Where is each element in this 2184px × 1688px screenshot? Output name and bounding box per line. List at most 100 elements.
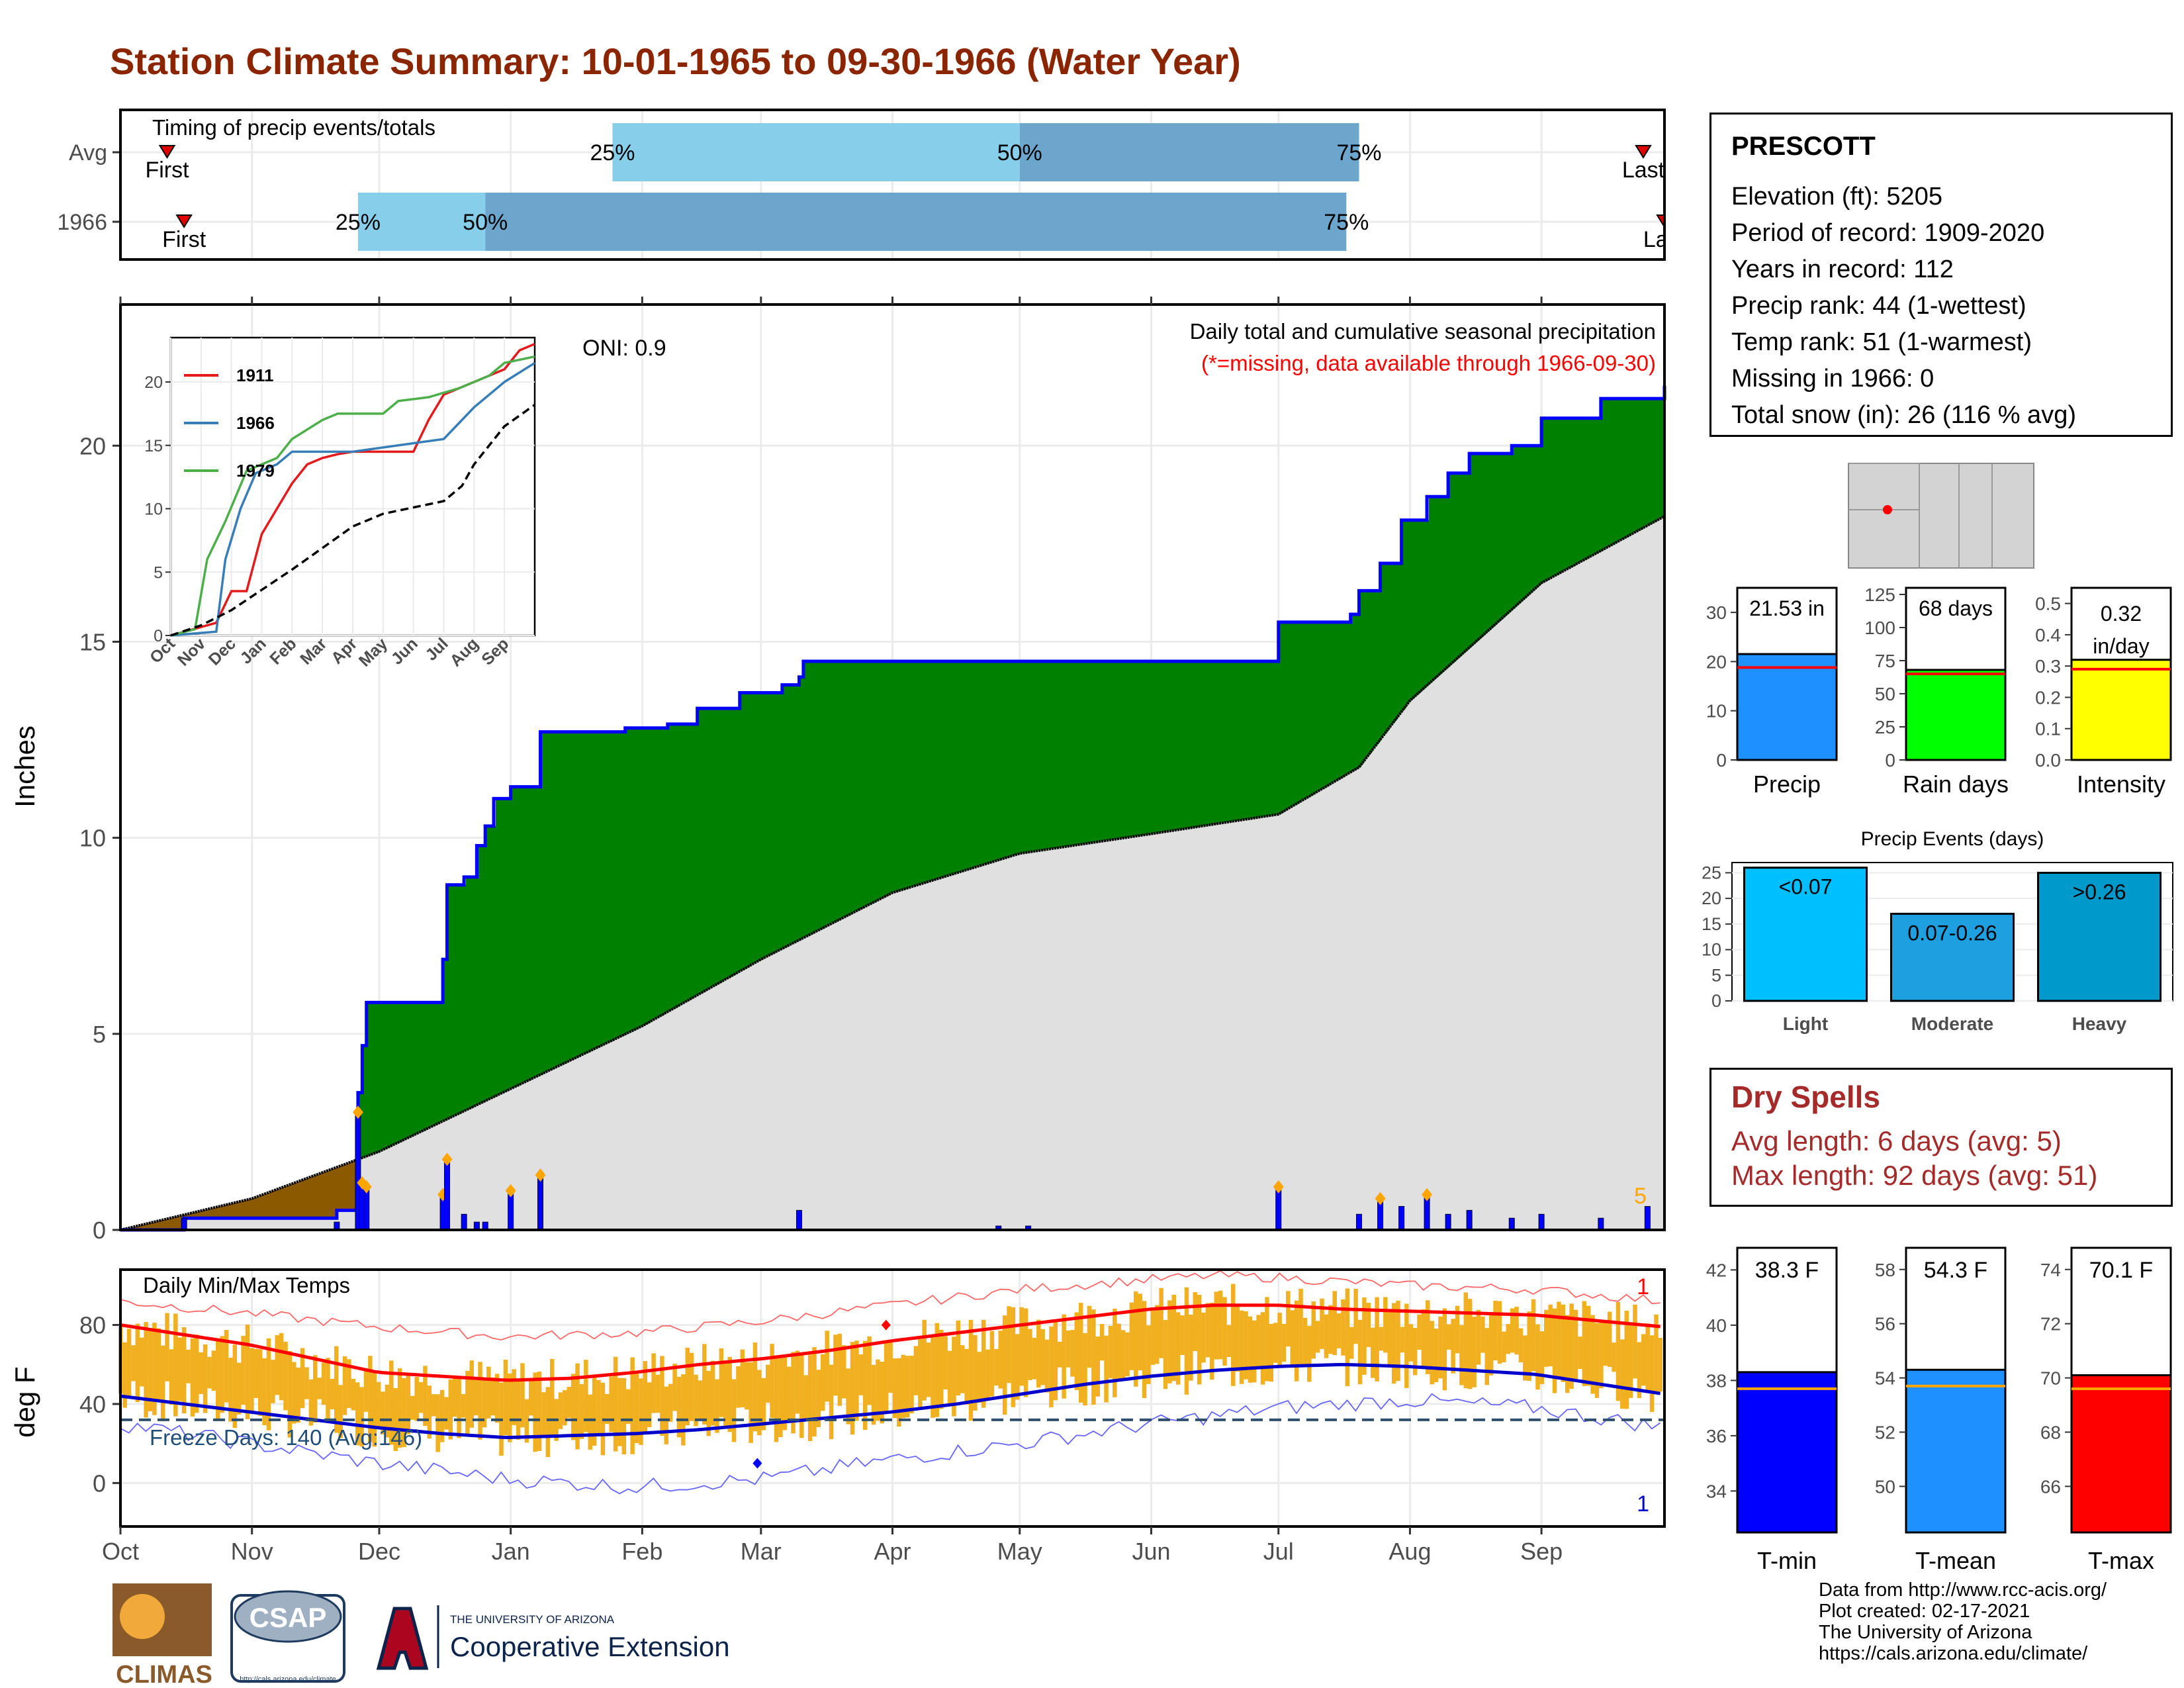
surplus-area bbox=[790, 684, 792, 945]
surplus-area bbox=[1606, 399, 1608, 549]
surplus-area bbox=[1163, 661, 1165, 833]
surplus-area bbox=[617, 731, 619, 1039]
daily-temp-bar bbox=[761, 1378, 766, 1430]
deficit-area bbox=[146, 1223, 149, 1230]
surplus-area bbox=[742, 692, 745, 970]
heavy-event-marker bbox=[1375, 1192, 1386, 1205]
daily-temp-bar bbox=[702, 1344, 707, 1425]
deficit-area bbox=[196, 1211, 199, 1219]
daily-temp-bar bbox=[1239, 1310, 1244, 1384]
csap-url: http://cals.arizona.edu/climate bbox=[240, 1675, 336, 1683]
daily-temp-bar bbox=[1421, 1309, 1426, 1367]
surplus-area bbox=[1318, 622, 1320, 792]
surplus-area bbox=[1141, 661, 1144, 836]
daily-temp-bar bbox=[431, 1394, 436, 1417]
surplus-area bbox=[1320, 622, 1322, 790]
surplus-area bbox=[480, 845, 482, 1104]
daily-temp-bar bbox=[1433, 1329, 1439, 1382]
surplus-area bbox=[659, 727, 661, 1017]
surplus-area bbox=[1562, 418, 1565, 572]
surplus-area bbox=[792, 684, 794, 944]
climas-sun-icon bbox=[120, 1594, 165, 1639]
temp-bar-tick-label: 34 bbox=[1706, 1481, 1727, 1501]
daily-temp-bar bbox=[1396, 1300, 1400, 1382]
daily-temp-bar bbox=[1366, 1303, 1371, 1347]
surplus-area bbox=[1121, 661, 1124, 839]
deficit-area bbox=[295, 1182, 298, 1219]
surplus-area bbox=[780, 692, 782, 950]
daily-temp-bar bbox=[317, 1378, 322, 1399]
surplus-area bbox=[855, 661, 858, 912]
surplus-area bbox=[720, 708, 723, 982]
temp-panel-label: Daily Min/Max Temps bbox=[143, 1273, 350, 1297]
station-missing: Missing in 1966: 0 bbox=[1731, 365, 1934, 393]
surplus-area bbox=[1304, 622, 1306, 800]
surplus-area bbox=[627, 727, 629, 1034]
surplus-area bbox=[529, 786, 532, 1080]
surplus-area bbox=[1574, 418, 1576, 566]
surplus-area bbox=[609, 731, 612, 1042]
deficit-area bbox=[267, 1192, 270, 1219]
surplus-area bbox=[1492, 453, 1495, 627]
surplus-area bbox=[917, 661, 919, 886]
daily-temp-bar bbox=[1654, 1314, 1659, 1393]
daily-temp-bar bbox=[1438, 1316, 1443, 1379]
surplus-area bbox=[1411, 520, 1414, 700]
surplus-area bbox=[956, 661, 959, 873]
deficit-area bbox=[174, 1217, 177, 1230]
summary-tick-label: 75 bbox=[1875, 651, 1895, 671]
daily-temp-bar bbox=[1345, 1288, 1350, 1386]
surplus-area bbox=[657, 727, 659, 1018]
surplus-area bbox=[488, 825, 490, 1100]
daily-temp-bar bbox=[355, 1382, 360, 1446]
surplus-area bbox=[1546, 418, 1549, 581]
daily-temp-bar bbox=[630, 1357, 635, 1454]
heavy-event-marker bbox=[361, 1180, 372, 1194]
surplus-area bbox=[1554, 418, 1557, 577]
daily-temp-bar bbox=[563, 1389, 567, 1426]
surplus-area bbox=[1228, 661, 1231, 822]
daily-temp-bar bbox=[791, 1352, 796, 1434]
daily-temp-bar bbox=[177, 1337, 182, 1401]
surplus-area bbox=[635, 727, 637, 1030]
surplus-area bbox=[1427, 520, 1430, 686]
surplus-area bbox=[1048, 661, 1050, 850]
surplus-area bbox=[929, 661, 931, 882]
deficit-area bbox=[234, 1203, 236, 1219]
deficit-area bbox=[206, 1209, 208, 1219]
surplus-area bbox=[805, 661, 808, 937]
surplus-area bbox=[1576, 418, 1578, 565]
surplus-area bbox=[1617, 399, 1620, 542]
surplus-area bbox=[871, 661, 874, 904]
surplus-area bbox=[1155, 661, 1158, 833]
surplus-area bbox=[1258, 661, 1261, 818]
surplus-area bbox=[847, 661, 850, 916]
surplus-area bbox=[702, 708, 705, 993]
daily-temp-bar bbox=[884, 1342, 889, 1411]
first-event-label: First bbox=[145, 158, 189, 183]
surplus-area bbox=[835, 661, 838, 922]
deficit-area bbox=[138, 1225, 141, 1230]
surplus-area bbox=[1504, 453, 1507, 616]
daily-temp-bar bbox=[1375, 1297, 1379, 1382]
surplus-area bbox=[1484, 453, 1487, 634]
surplus-area bbox=[1296, 622, 1298, 804]
daily-temp-bar bbox=[1083, 1333, 1087, 1406]
deficit-area bbox=[273, 1190, 276, 1219]
surplus-area bbox=[952, 661, 955, 874]
deficit-area bbox=[134, 1226, 137, 1230]
surplus-area bbox=[1206, 661, 1209, 825]
daily-temp-bar bbox=[304, 1367, 309, 1399]
surplus-area bbox=[1592, 418, 1594, 556]
locator-map bbox=[1848, 463, 2034, 569]
surplus-area bbox=[1185, 661, 1187, 829]
surplus-area bbox=[976, 661, 979, 867]
daily-temp-bar bbox=[647, 1382, 652, 1428]
deficit-area bbox=[291, 1184, 294, 1219]
events-tick-label: 15 bbox=[1702, 914, 1721, 934]
daily-temp-bar bbox=[190, 1338, 195, 1417]
daily-temp-bar bbox=[165, 1313, 169, 1382]
surplus-area bbox=[1530, 445, 1533, 593]
daily-temp-bar bbox=[613, 1356, 618, 1452]
